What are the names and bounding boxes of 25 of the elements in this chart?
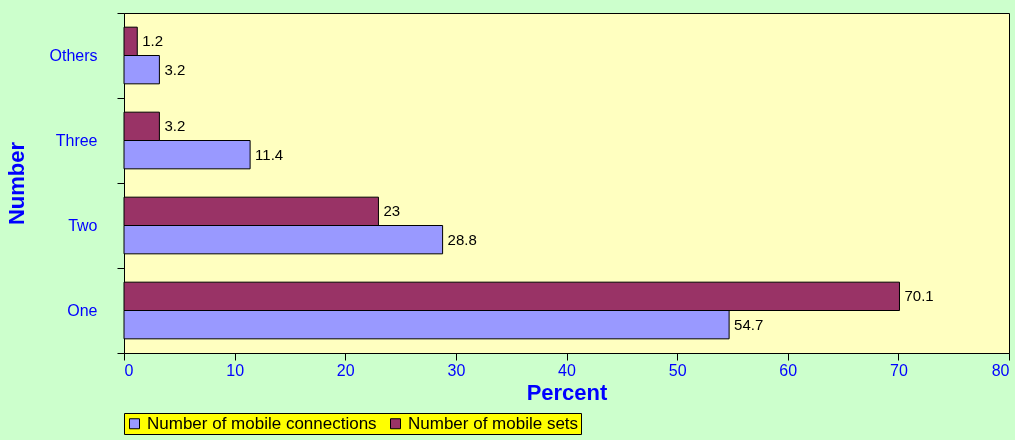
data-label: 3.2 xyxy=(164,117,186,135)
data-label: 70.1 xyxy=(904,287,934,305)
x-tick-label: 70 xyxy=(889,361,908,379)
x-tick-label: 80 xyxy=(991,361,1010,379)
y-tick-label: Two xyxy=(68,217,98,234)
x-tick-label: 60 xyxy=(779,361,798,379)
y-tick-label: Others xyxy=(49,47,98,64)
y-tick-label: One xyxy=(67,302,98,319)
data-label: 54.7 xyxy=(734,315,764,333)
y-tick-label: Three xyxy=(55,132,98,149)
data-label: 11.4 xyxy=(255,145,284,163)
data-label: 1.2 xyxy=(142,32,164,50)
y-axis-title: Number xyxy=(4,141,30,226)
x-tick-label: 0 xyxy=(124,361,134,379)
x-tick-label: 20 xyxy=(336,361,355,379)
x-tick-label: 30 xyxy=(447,361,466,379)
x-axis-title: Percent xyxy=(526,379,609,405)
x-tick-label: 50 xyxy=(668,361,687,379)
legend-label: Number of mobile connections xyxy=(147,413,377,433)
x-tick-label: 40 xyxy=(558,361,576,379)
x-tick-label: 10 xyxy=(226,361,245,379)
data-label: 23 xyxy=(383,202,401,220)
data-label: 28.8 xyxy=(447,230,477,248)
data-label: 3.2 xyxy=(164,60,186,78)
legend-label: Number of mobile sets xyxy=(408,413,579,433)
